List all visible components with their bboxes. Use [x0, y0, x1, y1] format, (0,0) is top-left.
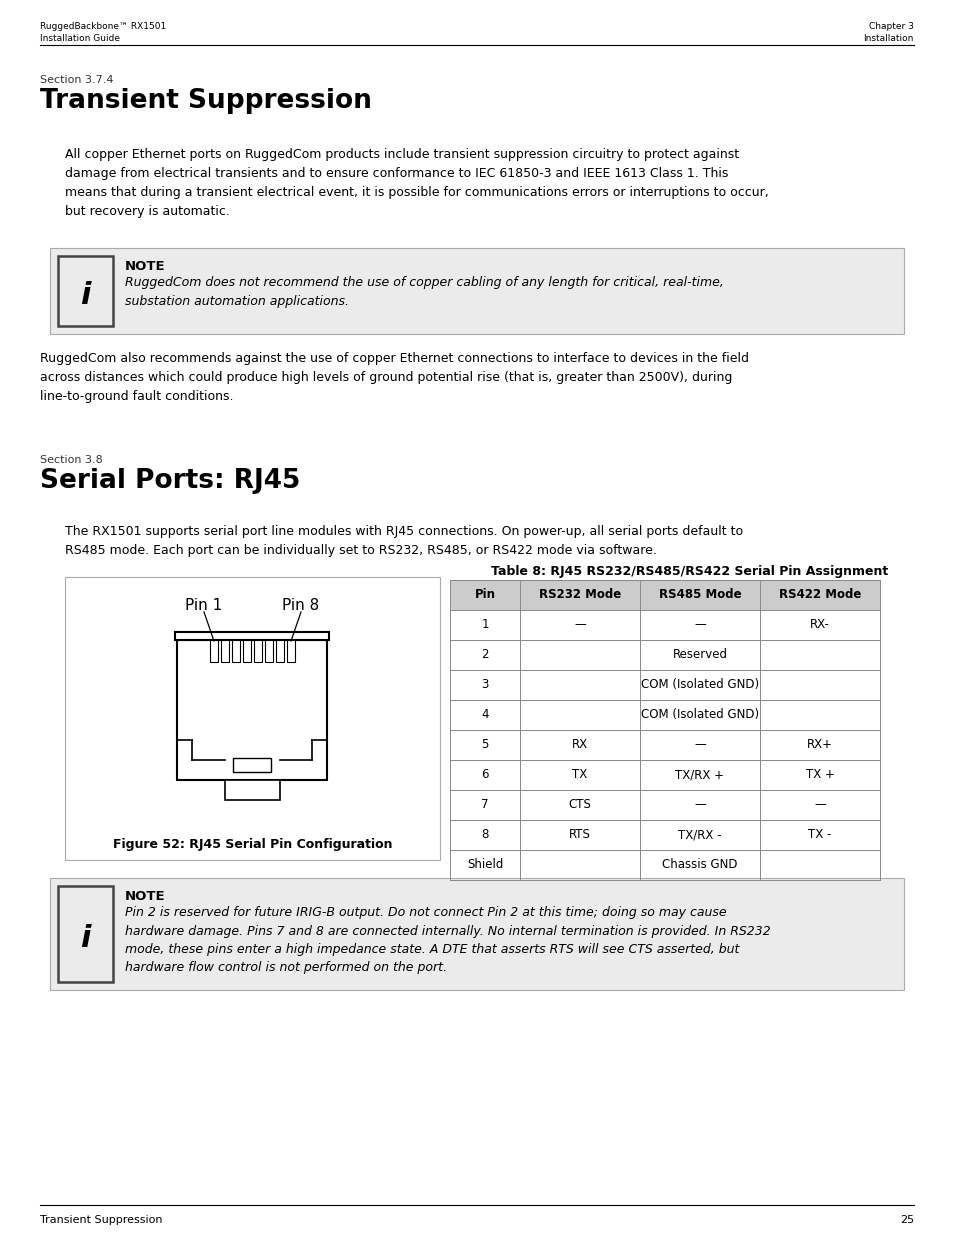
- Bar: [450, 671, 879, 700]
- Bar: [450, 850, 879, 881]
- Text: 4: 4: [480, 708, 488, 721]
- Text: RuggedCom does not recommend the use of copper cabling of any length for critica: RuggedCom does not recommend the use of …: [125, 275, 723, 308]
- Text: COM (Isolated GND): COM (Isolated GND): [640, 708, 759, 721]
- Text: Serial Ports: RJ45: Serial Ports: RJ45: [40, 468, 300, 494]
- Text: Chassis GND: Chassis GND: [661, 858, 737, 871]
- Bar: [450, 580, 879, 610]
- Text: 8: 8: [481, 827, 488, 841]
- Text: NOTE: NOTE: [125, 890, 166, 903]
- Text: i: i: [80, 924, 91, 953]
- Text: Installation Guide: Installation Guide: [40, 35, 120, 43]
- Text: RS422 Mode: RS422 Mode: [778, 588, 861, 601]
- Text: —: —: [694, 798, 705, 811]
- Text: Reserved: Reserved: [672, 648, 727, 661]
- Bar: [243, 640, 251, 662]
- Text: Transient Suppression: Transient Suppression: [40, 88, 372, 114]
- Text: TX +: TX +: [804, 768, 834, 781]
- Text: RX-: RX-: [809, 618, 829, 631]
- Text: 3: 3: [481, 678, 488, 692]
- Bar: [450, 730, 879, 760]
- Text: RS232 Mode: RS232 Mode: [538, 588, 620, 601]
- Text: 25: 25: [899, 1215, 913, 1225]
- Text: Transient Suppression: Transient Suppression: [40, 1215, 162, 1225]
- Bar: [265, 640, 273, 662]
- Text: 6: 6: [480, 768, 488, 781]
- Bar: [50, 248, 903, 333]
- Text: RX+: RX+: [806, 739, 832, 751]
- Bar: [253, 640, 262, 662]
- Text: i: i: [80, 282, 91, 310]
- Text: RS485 Mode: RS485 Mode: [658, 588, 740, 601]
- Text: —: —: [574, 618, 585, 631]
- Text: TX: TX: [572, 768, 587, 781]
- Bar: [450, 760, 879, 790]
- Text: COM (Isolated GND): COM (Isolated GND): [640, 678, 759, 692]
- Text: —: —: [694, 618, 705, 631]
- Bar: [287, 640, 294, 662]
- Text: 2: 2: [480, 648, 488, 661]
- Text: CTS: CTS: [568, 798, 591, 811]
- Bar: [177, 640, 327, 781]
- Bar: [232, 640, 240, 662]
- Text: Pin 2 is reserved for future IRIG-B output. Do not connect Pin 2 at this time; d: Pin 2 is reserved for future IRIG-B outp…: [125, 906, 770, 974]
- Text: Pin: Pin: [474, 588, 495, 601]
- Text: —: —: [694, 739, 705, 751]
- Text: Installation: Installation: [862, 35, 913, 43]
- Bar: [221, 640, 229, 662]
- Bar: [450, 610, 879, 640]
- Bar: [450, 700, 879, 730]
- Bar: [450, 820, 879, 850]
- Text: TX -: TX -: [807, 827, 831, 841]
- Text: Table 8: RJ45 RS232/RS485/RS422 Serial Pin Assignment: Table 8: RJ45 RS232/RS485/RS422 Serial P…: [491, 564, 887, 578]
- Text: RuggedCom also recommends against the use of copper Ethernet connections to inte: RuggedCom also recommends against the us…: [40, 352, 748, 403]
- Text: RTS: RTS: [569, 827, 590, 841]
- Text: Shield: Shield: [466, 858, 502, 871]
- Text: —: —: [813, 798, 825, 811]
- Text: Section 3.7.4: Section 3.7.4: [40, 75, 113, 85]
- Text: RuggedBackbone™ RX1501: RuggedBackbone™ RX1501: [40, 22, 166, 31]
- Text: Pin 1: Pin 1: [185, 598, 222, 613]
- Text: TX/RX -: TX/RX -: [678, 827, 721, 841]
- Text: Chapter 3: Chapter 3: [868, 22, 913, 31]
- Bar: [175, 632, 329, 640]
- Text: 5: 5: [481, 739, 488, 751]
- Text: Figure 52: RJ45 Serial Pin Configuration: Figure 52: RJ45 Serial Pin Configuration: [112, 839, 392, 851]
- Bar: [58, 256, 112, 326]
- Bar: [50, 878, 903, 990]
- Bar: [233, 758, 272, 772]
- Text: Section 3.8: Section 3.8: [40, 454, 103, 466]
- Text: NOTE: NOTE: [125, 261, 166, 273]
- Bar: [65, 577, 439, 860]
- Bar: [450, 640, 879, 671]
- Bar: [210, 640, 218, 662]
- Bar: [225, 781, 280, 800]
- Text: The RX1501 supports serial port line modules with RJ45 connections. On power-up,: The RX1501 supports serial port line mod…: [65, 525, 742, 557]
- Text: RX: RX: [572, 739, 587, 751]
- Bar: [450, 790, 879, 820]
- Bar: [58, 885, 112, 982]
- Text: TX/RX +: TX/RX +: [675, 768, 723, 781]
- Bar: [275, 640, 284, 662]
- Text: 7: 7: [480, 798, 488, 811]
- Text: Pin 8: Pin 8: [282, 598, 319, 613]
- Text: 1: 1: [480, 618, 488, 631]
- Text: All copper Ethernet ports on RuggedCom products include transient suppression ci: All copper Ethernet ports on RuggedCom p…: [65, 148, 768, 219]
